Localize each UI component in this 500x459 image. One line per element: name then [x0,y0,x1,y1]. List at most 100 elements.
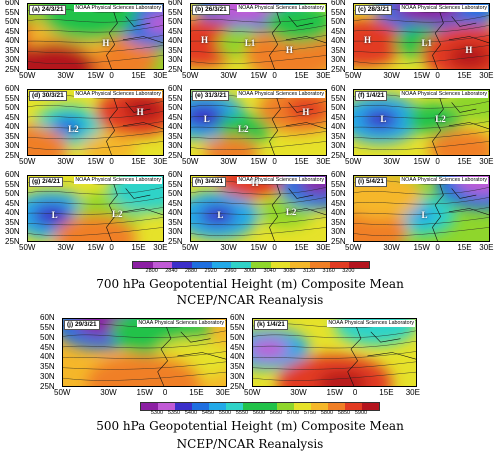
longitude-tick: 15W [413,157,430,166]
colorbar-tick-label: 5650 [269,410,283,416]
panel-credit: NOAA Physical Sciences Laboratory [74,91,162,98]
latitude-tick: 25N [168,65,183,74]
pressure-center-marker: H [465,44,473,55]
latitude-tick: 50N [230,332,245,342]
latitude-tick: 60N [5,84,20,93]
latitude-tick: 60N [168,170,183,179]
panel-date-label: (a) 24/3/21 [29,5,67,15]
pressure-center-marker: L [380,114,387,125]
panel-credit: NOAA Physical Sciences Laboratory [400,5,488,12]
latitude-tick: 25N [5,237,20,246]
latitude-tick: 35N [168,45,183,55]
latitude-tick: 25N [331,65,346,74]
latitude-tick: 55N [168,7,183,17]
latitude-tick: 45N [230,342,245,352]
latitude-tick: 50N [5,103,20,113]
longitude-tick: 0 [272,71,277,80]
panel-date-label: (c) 28/3/21 [355,5,393,15]
map-panel-b: (b) 26/3/21 NOAA Physical Sciences Labora… [190,3,327,70]
panel-date-label: (j) 29/3/21 [64,320,100,330]
latitude-tick: 25N [230,382,245,391]
latitude-tick: 55N [331,93,346,103]
colorbar-tick-label: 2920 [204,268,217,274]
pressure-center-marker: L2 [237,124,249,135]
longitude-tick: 50W [182,243,199,252]
latitude-tick: 30N [168,141,183,151]
panel-credit: NOAA Physical Sciences Laboratory [237,91,325,98]
latitude-tick: 50N [331,189,346,199]
latitude-tick: 60N [230,313,245,322]
longitude-tick: 30W [57,71,74,80]
latitude-tick: 40N [168,36,183,46]
latitude-tick: 50N [168,103,183,113]
longitude-tick: 15E [457,157,472,166]
longitude-tick: 30E [316,157,331,166]
colorbar-swatch [277,403,294,410]
colorbar-swatch [209,403,226,410]
latitude-tick: 45N [168,26,183,36]
pressure-center-marker: H [363,34,371,45]
latitude-tick: 40N [40,352,55,362]
latitude-tick: 30N [331,55,346,65]
colorbar-swatch [175,403,192,410]
colorbar-tick-label: 2880 [184,268,198,274]
latitude-tick: 60N [5,170,20,179]
panel-credit: NOAA Physical Sciences Laboratory [400,91,488,98]
latitude-tick: 30N [168,227,183,237]
longitude-tick: 15E [131,157,146,166]
longitude-tick: 30W [220,71,237,80]
colorbar-tick-label: 2840 [165,268,178,274]
longitude-tick: 0 [435,157,440,166]
longitude-tick: 0 [109,71,114,80]
latitude-tick: 55N [40,322,55,332]
caption-title: 500 hPa Geopotential Height (m) Composit… [96,419,404,433]
map-panel-i: (i) 5/4/21 NOAA Physical Sciences Laborat… [353,175,490,242]
caption-source: NCEP/NCAR Reanalysis [176,293,324,307]
latitude-tick: 50N [331,17,346,27]
longitude-tick: 0 [109,243,114,252]
map-panel-k: (k) 1/4/21 NOAA Physical Sciences Laborat… [252,318,417,387]
longitude-tick: 15E [131,243,146,252]
latitude-tick: 40N [331,208,346,218]
longitude-tick: 30W [290,388,307,397]
latitude-tick: 50N [168,17,183,27]
latitude-tick: 40N [5,122,20,132]
latitude-tick: 30N [5,227,20,237]
pressure-center-marker: H [102,38,110,49]
latitude-tick: 30N [331,141,346,151]
latitude-tick: 30N [168,55,183,65]
longitude-tick: 30E [153,243,168,252]
latitude-tick: 45N [331,112,346,122]
latitude-tick: 55N [168,93,183,103]
colorbar-swatch [133,262,153,268]
latitude-tick: 35N [331,131,346,141]
colorbar-tick-label: 2960 [224,268,237,274]
latitude-tick: 45N [5,26,20,36]
colorbar-tick-label: 5600 [252,410,266,416]
pressure-center-marker: L [203,114,210,125]
longitude-tick: 30W [220,157,237,166]
latitude-tick: 50N [40,332,55,342]
colorbar-tick-label: 2800 [145,268,158,274]
panel-credit: NOAA Physical Sciences Laboratory [237,5,325,12]
pressure-center-marker: L2 [285,206,297,217]
longitude-tick: 30W [220,243,237,252]
latitude-tick: 30N [5,141,20,151]
colorbar-swatch [243,403,260,410]
geopotential-field [27,3,164,70]
colorbar-swatch [231,262,252,268]
colorbar-swatch [172,262,193,268]
latitude-tick: 50N [168,189,183,199]
longitude-tick: 15W [250,243,267,252]
colorbar-tick-label: 5300 [150,410,164,416]
colorbar-tick-label: 3120 [302,268,316,274]
longitude-tick: 30W [57,243,74,252]
latitude-tick: 55N [168,179,183,189]
longitude-tick: 30E [316,71,331,80]
longitude-tick: 50W [345,71,362,80]
panel-credit: NOAA Physical Sciences Laboratory [327,320,415,327]
map-panel-j: (j) 29/3/21 NOAA Physical Sciences Labora… [62,318,227,387]
colorbar-tick-label: 5550 [235,410,249,416]
longitude-tick: 15E [294,243,309,252]
colorbar-swatch [251,262,271,268]
